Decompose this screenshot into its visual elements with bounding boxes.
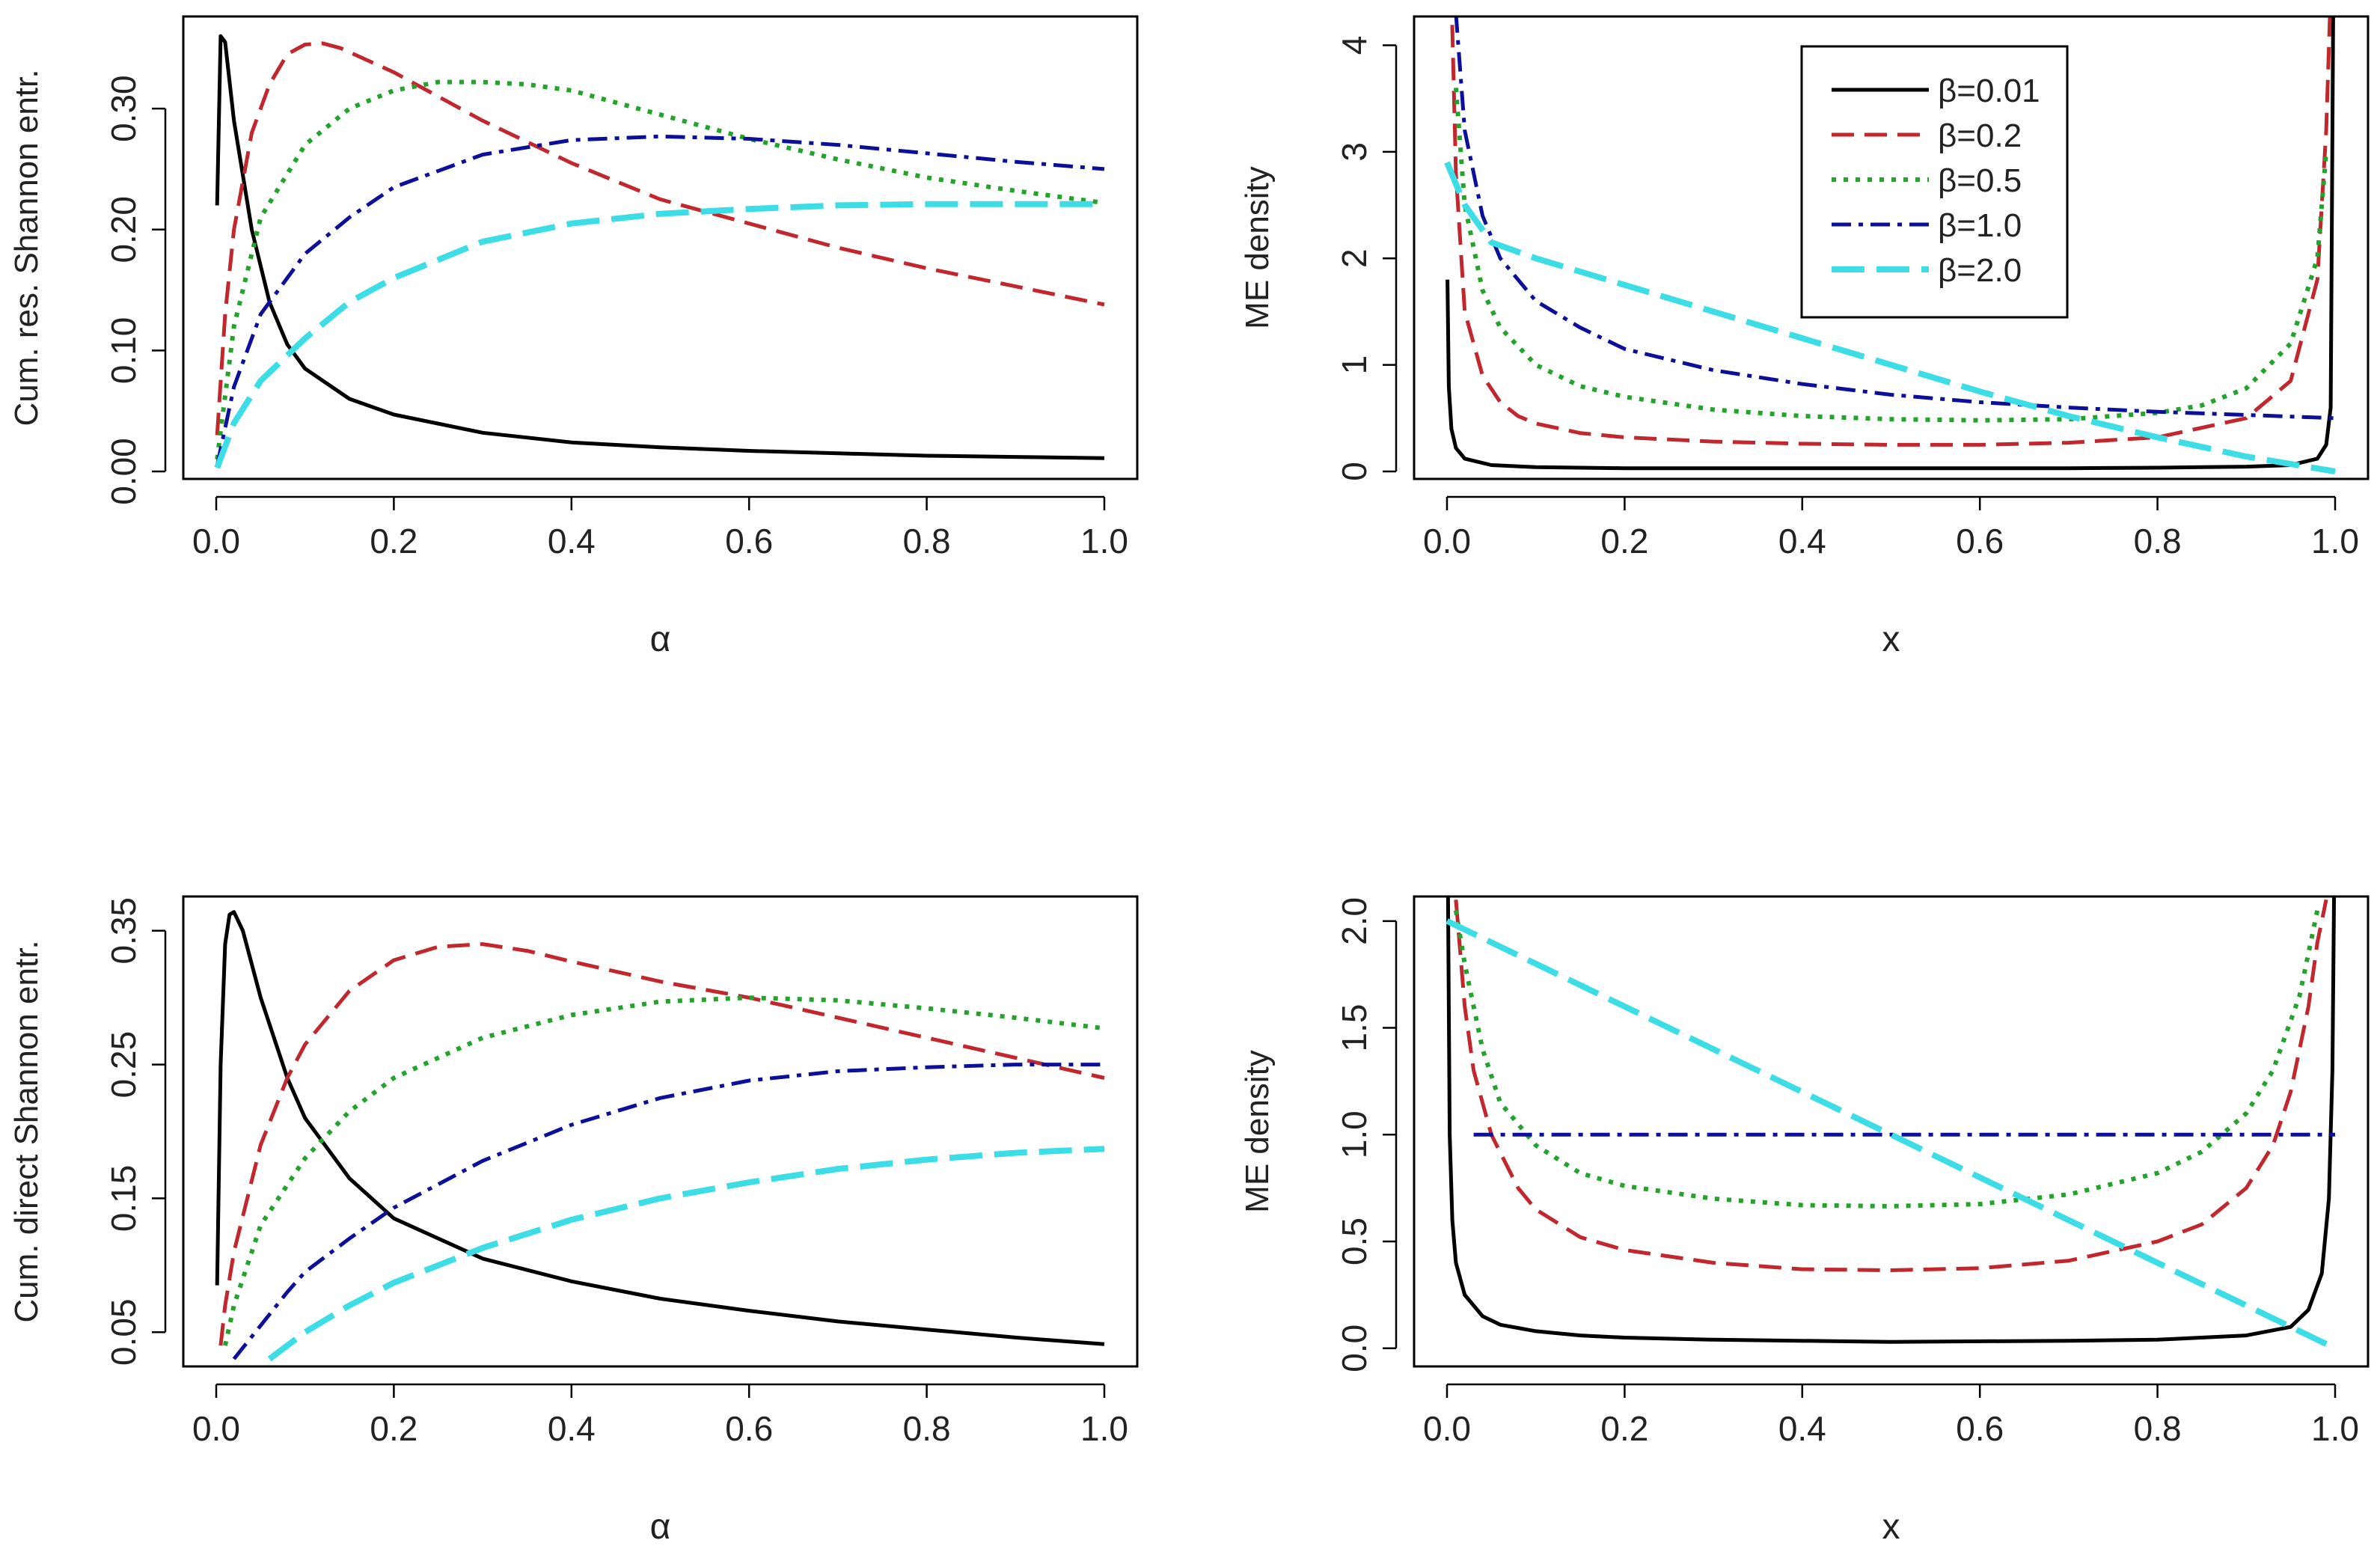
x-tick-label: 0.2 — [370, 1409, 417, 1448]
chart-panel-top-right: 0.0 0.2 0.4 0.6 0.8 1.0 x 0 1 2 3 4 ME density — [1239, 15, 2370, 659]
x-tick-label: 0.8 — [903, 1409, 951, 1448]
x-tick-label: 0.4 — [1778, 1409, 1826, 1448]
y-tick-label: 0.25 — [104, 1031, 143, 1099]
x-axis: 0.0 0.2 0.4 0.6 0.8 1.0 — [1423, 1383, 2359, 1448]
legend-label-beta_0_5: β=0.5 — [1938, 162, 2022, 199]
series-line-beta_2_0 — [214, 201, 1104, 469]
x-tick-label: 0.6 — [1956, 1409, 2004, 1448]
x-axis: 0.0 0.2 0.4 0.6 0.8 1.0 — [1423, 495, 2359, 560]
series-line-beta_0_2 — [1450, 16, 2332, 447]
chart-panel-top-left: 0.0 0.2 0.4 0.6 0.8 1.0 α 0.00 0.10 0.20 0.30 Cum. … — [8, 15, 1139, 659]
x-tick-label: 0.0 — [1423, 522, 1471, 560]
y-tick-label: 1.5 — [1335, 1004, 1374, 1052]
y-tick-label: 4 — [1335, 36, 1374, 55]
series-line-beta_2_0 — [267, 1146, 1105, 1362]
x-tick-label: 0.4 — [548, 1409, 596, 1448]
series-line-beta_0_01 — [1446, 896, 2337, 1344]
x-tick-label: 0.0 — [192, 522, 240, 560]
plot-frame — [1413, 895, 2370, 1368]
legend-label-beta_0_01: β=0.01 — [1938, 73, 2040, 109]
y-axis-label: Cum. res. Shannon entr. — [8, 70, 45, 427]
series-line-beta_0_2 — [1454, 899, 2328, 1272]
y-tick-label: 0 — [1335, 462, 1374, 481]
series-line-beta_0_5 — [1453, 88, 2329, 423]
y-tick-label: 0.10 — [104, 317, 143, 385]
y-axis-label: ME density — [1239, 1050, 1276, 1213]
x-tick-label: 0.2 — [1600, 1409, 1648, 1448]
y-tick-label: 3 — [1335, 142, 1374, 162]
plot-frame — [1413, 15, 2370, 480]
x-tick-label: 0.8 — [2134, 522, 2182, 560]
plot-frame — [182, 15, 1139, 480]
series-line-beta_0_2 — [218, 942, 1105, 1346]
x-axis-label: x — [1882, 620, 1900, 659]
x-axis: 0.0 0.2 0.4 0.6 0.8 1.0 — [192, 1383, 1128, 1448]
series-group — [1446, 896, 2337, 1351]
y-tick-label: 1.0 — [1335, 1111, 1374, 1158]
x-tick-label: 0.0 — [1423, 1409, 1471, 1448]
x-tick-label: 0.2 — [1600, 522, 1648, 560]
y-axis: 0 1 2 3 4 — [1335, 36, 1398, 481]
x-tick-label: 1.0 — [2311, 1409, 2359, 1448]
y-tick-label: 0.05 — [104, 1298, 143, 1366]
y-tick-label: 0.30 — [104, 75, 143, 142]
x-tick-label: 0.6 — [1956, 522, 2004, 560]
series-group — [214, 34, 1105, 469]
series-group — [215, 910, 1105, 1362]
y-tick-label: 2 — [1335, 248, 1374, 268]
x-axis-label: α — [650, 620, 671, 659]
y-axis: 0.05 0.15 0.25 0.35 — [104, 897, 167, 1366]
series-line-beta_1_0 — [232, 1063, 1104, 1360]
y-tick-label: 0.5 — [1335, 1218, 1374, 1265]
chart-panel-bottom-left: 0.0 0.2 0.4 0.6 0.8 1.0 α 0.05 0.15 0.25 0.35 Cum. … — [8, 895, 1139, 1547]
x-axis: 0.0 0.2 0.4 0.6 0.8 1.0 — [192, 495, 1128, 560]
y-tick-label: 0.35 — [104, 897, 143, 965]
y-tick-label: 0.20 — [104, 196, 143, 263]
x-tick-label: 1.0 — [1080, 522, 1128, 560]
series-line-beta_0_01 — [1446, 16, 2335, 471]
x-tick-label: 0.2 — [370, 522, 417, 560]
y-tick-label: 1 — [1335, 355, 1374, 375]
legend-label-beta_1_0: β=1.0 — [1938, 207, 2022, 244]
series-line-beta_0_01 — [215, 34, 1105, 460]
x-tick-label: 0.6 — [725, 522, 773, 560]
y-axis-label: Cum. direct Shannon entr. — [8, 940, 45, 1322]
y-axis: 0.0 0.5 1.0 1.5 2.0 — [1335, 897, 1398, 1372]
x-tick-label: 0.4 — [548, 522, 596, 560]
series-group — [1444, 16, 2336, 474]
x-tick-label: 1.0 — [2311, 522, 2359, 560]
x-tick-label: 0.4 — [1778, 522, 1826, 560]
x-axis-label: α — [650, 1507, 671, 1547]
y-axis: 0.00 0.10 0.20 0.30 — [104, 75, 167, 505]
x-tick-label: 0.6 — [725, 1409, 773, 1448]
x-tick-label: 1.0 — [1080, 1409, 1128, 1448]
series-line-beta_0_5 — [215, 79, 1105, 460]
y-axis-label: ME density — [1239, 166, 1276, 329]
y-tick-label: 2.0 — [1335, 897, 1374, 945]
series-line-beta_2_0 — [1446, 918, 2337, 1351]
y-tick-label: 0.15 — [104, 1165, 143, 1232]
series-line-beta_0_5 — [222, 995, 1105, 1346]
chart-panel-bottom-right: 0.0 0.2 0.4 0.6 0.8 1.0 x 0.0 0.5 1.0 1.5 2.0 ME den… — [1239, 895, 2370, 1547]
x-tick-label: 0.8 — [903, 522, 951, 560]
plot-frame — [182, 895, 1139, 1368]
legend-label-beta_2_0: β=2.0 — [1938, 252, 2022, 289]
legend: β=0.01 β=0.2 β=0.5 β=1.0 β=2.0 — [1800, 45, 2069, 319]
x-tick-label: 0.0 — [192, 1409, 240, 1448]
series-line-beta_0_01 — [215, 910, 1105, 1346]
legend-label-beta_0_2: β=0.2 — [1938, 117, 2022, 154]
series-line-beta_0_5 — [1453, 909, 2320, 1209]
y-tick-label: 0.00 — [104, 438, 143, 505]
x-tick-label: 0.8 — [2134, 1409, 2182, 1448]
series-line-beta_0_2 — [215, 41, 1105, 436]
series-line-beta_1_0 — [215, 134, 1105, 466]
series-line-beta_2_0 — [1444, 161, 2336, 474]
y-tick-label: 0.0 — [1335, 1325, 1374, 1372]
x-axis-label: x — [1882, 1507, 1900, 1547]
